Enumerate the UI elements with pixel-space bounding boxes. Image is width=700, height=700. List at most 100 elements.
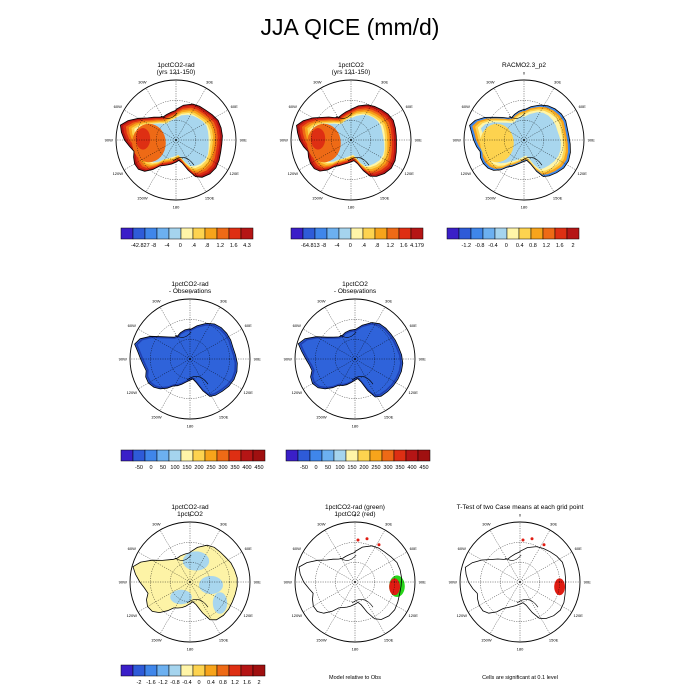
colorbar-swatch xyxy=(518,227,532,240)
lon-label: 60E xyxy=(245,323,252,328)
colorbar-label: -1.2 xyxy=(462,243,471,249)
colorbar-swatch xyxy=(240,664,254,677)
panel-title: 1pctCO2-rad 1pctCO2 xyxy=(115,504,265,518)
lon-label: 120E xyxy=(244,390,254,395)
colorbar-swatch xyxy=(168,664,182,677)
panel-title: 1pctCO2-rad - Observations xyxy=(115,281,265,295)
coastline xyxy=(296,104,397,177)
colorbar-swatch xyxy=(566,227,580,240)
graticule xyxy=(291,80,411,200)
colorbar-swatch xyxy=(357,449,371,462)
lon-label: 150E xyxy=(553,196,563,201)
colorbar-swatch xyxy=(314,227,328,240)
colorbar-swatch xyxy=(228,664,242,677)
colorbar-swatch xyxy=(192,227,206,240)
lon-label: 60E xyxy=(410,323,417,328)
lon-label: 60W xyxy=(114,104,122,109)
coastline xyxy=(464,546,566,620)
colorbar-label: 4.179 xyxy=(410,243,424,249)
colorbar-swatch xyxy=(240,449,254,462)
lon-label: 150E xyxy=(219,638,229,643)
polar-map-p5: 0 30E 60E 90E 120E 150E 180 150W 120W 90W 60W 30W xyxy=(284,289,426,429)
lon-label: 30E xyxy=(550,521,557,526)
colorbar-label: 300 xyxy=(218,465,227,471)
colorbar-swatch xyxy=(132,664,146,677)
colorbar-label: 350 xyxy=(395,465,404,471)
panel-title-line: 1pctCO2-rad xyxy=(171,504,209,511)
lon-label: 120E xyxy=(574,613,584,618)
lon-label: 90W xyxy=(119,357,127,362)
lon-label: 180 xyxy=(521,205,528,210)
colorbar-label: .4 xyxy=(361,243,366,249)
lon-label: 150E xyxy=(549,638,559,643)
colorbar-swatch xyxy=(204,449,218,462)
lon-label: 150W xyxy=(151,415,162,420)
colorbar-label: 100 xyxy=(335,465,344,471)
colorbar-swatch xyxy=(381,449,395,462)
colorbar-label: 1.6 xyxy=(230,243,238,249)
colorbar-label: 400 xyxy=(242,465,251,471)
colorbar-swatch xyxy=(228,227,242,240)
lon-label: 30W xyxy=(313,79,321,84)
panel-title-line: 1pctCO2 xyxy=(342,281,368,288)
colorbar-label: 450 xyxy=(254,465,263,471)
lon-label: 180 xyxy=(348,205,355,210)
colorbar-swatch xyxy=(297,449,311,462)
lon-label: 30W xyxy=(486,79,494,84)
colorbar-label: 1.2 xyxy=(231,680,239,686)
panel-title-line: - Observations xyxy=(333,288,377,295)
map-border xyxy=(290,79,412,201)
lon-label: 60W xyxy=(462,104,470,109)
panel-title: 1pctCO2-rad (green) 1pctCO2 (red) xyxy=(280,504,430,518)
colorbar-label: -50 xyxy=(300,465,308,471)
lon-label: 0 xyxy=(519,512,522,517)
lon-label: 120W xyxy=(127,613,138,618)
lon-label: 90E xyxy=(584,580,591,585)
lon-label: 60E xyxy=(575,546,582,551)
lon-label: 120W xyxy=(292,613,303,618)
colorbar-swatch xyxy=(405,449,419,462)
ice-field xyxy=(298,322,403,397)
colorbar-label: -4 xyxy=(335,243,340,249)
lon-label: 0 xyxy=(354,289,357,294)
colorbar-label: -0.8 xyxy=(170,680,179,686)
colorbar-swatch xyxy=(393,449,407,462)
lon-label: 150E xyxy=(384,638,394,643)
polar-map-p8: 0 30E 60E 90E 120E 150E 180 150W 120W 90W 60W 30W xyxy=(449,512,591,651)
colorbar-swatch xyxy=(350,227,364,240)
lon-label: 30E xyxy=(381,79,388,84)
panel-title: 1pctCO2-rad (yrs 121-150) xyxy=(101,62,251,76)
colorbar-swatch xyxy=(180,664,194,677)
panel-title-line: - Observations xyxy=(168,288,212,295)
lon-label: 30E xyxy=(206,79,213,84)
colorbar-cb6: -2 -1.6 -1.2 -0.8 -0.4 0 0.4 0.8 1.2 1.6 2 xyxy=(120,664,266,686)
graticule xyxy=(460,522,580,642)
lon-label: 60E xyxy=(245,546,252,551)
lon-label: 180 xyxy=(352,424,359,429)
colorbar-swatch xyxy=(374,227,388,240)
colorbar-swatch xyxy=(156,227,170,240)
graticule xyxy=(130,522,250,642)
lon-label: 150W xyxy=(481,638,492,643)
coastline xyxy=(298,545,403,620)
colorbar-cb4: -50 0 50 100 150 200 250 300 350 400 450 xyxy=(120,449,266,471)
colorbar-swatch xyxy=(156,664,170,677)
colorbar-swatch xyxy=(398,227,412,240)
lon-label: 60W xyxy=(128,323,136,328)
colorbar-swatch xyxy=(144,664,158,677)
lon-label: 120E xyxy=(230,171,240,176)
lon-label: 120E xyxy=(405,171,415,176)
lon-label: 30W xyxy=(317,298,325,303)
panel-title: 1pctCO2 (yrs 121-150) xyxy=(276,62,426,76)
colorbar-label: 450 xyxy=(419,465,428,471)
colorbar-swatch xyxy=(216,449,230,462)
panel-title-line: T-Test of two Case means at each grid po… xyxy=(456,504,584,511)
polar-map-p3: 0 30E 60E 90E 120E 150E 180 150W 120W 90W 60W 30W xyxy=(453,70,595,210)
lon-label: 180 xyxy=(187,424,194,429)
lon-label: 30E xyxy=(554,79,561,84)
colorbar-label: -64.813 xyxy=(301,243,320,249)
polar-map-p1: 0 30E 60E 90E 120E 150E 180 150W 120W 90W 60W 30W xyxy=(105,70,247,209)
colorbar-label: 0 xyxy=(349,243,352,249)
colorbar-label: 150 xyxy=(182,465,191,471)
colorbar-label: -0.8 xyxy=(475,243,484,249)
